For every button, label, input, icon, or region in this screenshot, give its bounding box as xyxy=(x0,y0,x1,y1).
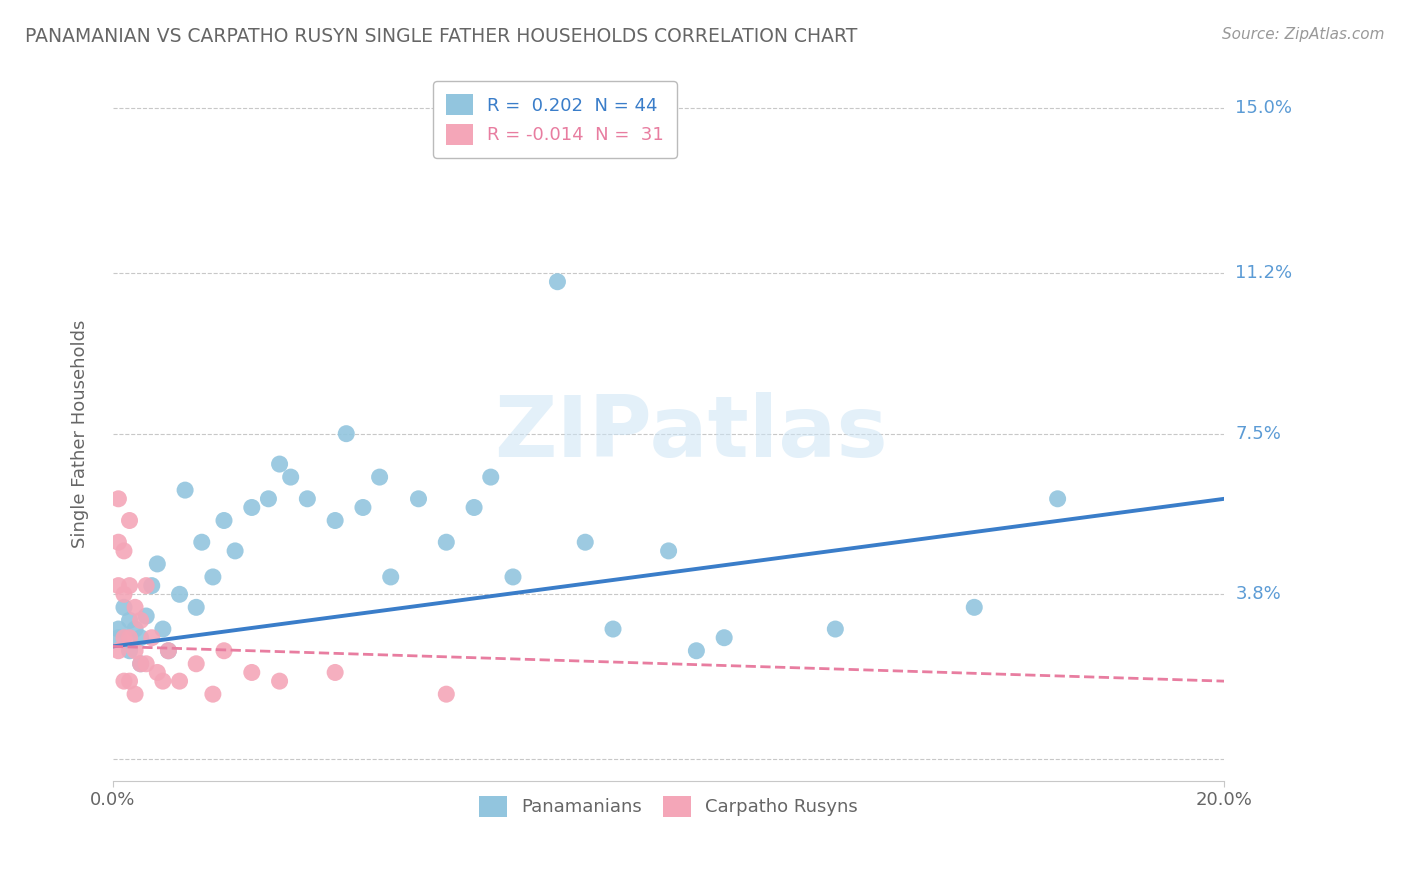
Point xyxy=(141,631,163,645)
Point xyxy=(141,579,163,593)
Point xyxy=(240,500,263,515)
Point xyxy=(169,587,191,601)
Point xyxy=(118,579,141,593)
Y-axis label: Single Father Households: Single Father Households xyxy=(72,319,89,548)
Text: 3.8%: 3.8% xyxy=(1236,585,1281,603)
Point xyxy=(963,600,986,615)
Text: 11.2%: 11.2% xyxy=(1236,264,1292,282)
Point xyxy=(352,500,374,515)
Point xyxy=(201,570,224,584)
Point xyxy=(157,644,180,658)
Point xyxy=(112,674,135,689)
Point xyxy=(240,665,263,680)
Text: 15.0%: 15.0% xyxy=(1236,99,1292,117)
Text: Source: ZipAtlas.com: Source: ZipAtlas.com xyxy=(1222,27,1385,42)
Point xyxy=(118,514,141,528)
Point xyxy=(368,470,391,484)
Point xyxy=(118,644,141,658)
Point xyxy=(297,491,319,506)
Point xyxy=(118,631,141,645)
Point xyxy=(212,514,235,528)
Point xyxy=(257,491,280,506)
Point xyxy=(124,622,146,636)
Point xyxy=(713,631,735,645)
Text: ZIPatlas: ZIPatlas xyxy=(494,392,887,475)
Point xyxy=(280,470,302,484)
Point xyxy=(574,535,596,549)
Point xyxy=(135,609,157,624)
Point xyxy=(135,657,157,671)
Point xyxy=(323,665,346,680)
Point xyxy=(107,631,129,645)
Point xyxy=(112,600,135,615)
Point xyxy=(502,570,524,584)
Point xyxy=(107,491,129,506)
Point xyxy=(380,570,402,584)
Point xyxy=(118,674,141,689)
Point xyxy=(107,535,129,549)
Point xyxy=(107,579,129,593)
Point xyxy=(169,674,191,689)
Point xyxy=(685,644,707,658)
Text: PANAMANIAN VS CARPATHO RUSYN SINGLE FATHER HOUSEHOLDS CORRELATION CHART: PANAMANIAN VS CARPATHO RUSYN SINGLE FATH… xyxy=(25,27,858,45)
Point xyxy=(152,674,174,689)
Point xyxy=(434,687,457,701)
Text: 7.5%: 7.5% xyxy=(1236,425,1281,442)
Point xyxy=(201,687,224,701)
Point xyxy=(191,535,214,549)
Point xyxy=(146,665,169,680)
Point xyxy=(463,500,485,515)
Point xyxy=(174,483,197,497)
Point xyxy=(107,644,129,658)
Point xyxy=(152,622,174,636)
Point xyxy=(107,622,129,636)
Point xyxy=(224,544,246,558)
Point xyxy=(112,544,135,558)
Point xyxy=(186,600,208,615)
Point xyxy=(269,457,291,471)
Point xyxy=(335,426,357,441)
Point xyxy=(479,470,502,484)
Point xyxy=(157,644,180,658)
Point xyxy=(129,657,152,671)
Point xyxy=(434,535,457,549)
Point xyxy=(824,622,846,636)
Point xyxy=(124,687,146,701)
Point xyxy=(212,644,235,658)
Point xyxy=(129,613,152,627)
Point xyxy=(129,657,152,671)
Point xyxy=(1046,491,1069,506)
Point xyxy=(124,644,146,658)
Point xyxy=(124,600,146,615)
Point xyxy=(546,275,568,289)
Point xyxy=(135,579,157,593)
Point xyxy=(269,674,291,689)
Point xyxy=(323,514,346,528)
Point xyxy=(118,613,141,627)
Point xyxy=(112,631,135,645)
Legend: Panamanians, Carpatho Rusyns: Panamanians, Carpatho Rusyns xyxy=(472,789,865,824)
Point xyxy=(658,544,681,558)
Point xyxy=(146,557,169,571)
Point xyxy=(602,622,624,636)
Point xyxy=(186,657,208,671)
Point xyxy=(112,587,135,601)
Point xyxy=(408,491,430,506)
Point xyxy=(129,631,152,645)
